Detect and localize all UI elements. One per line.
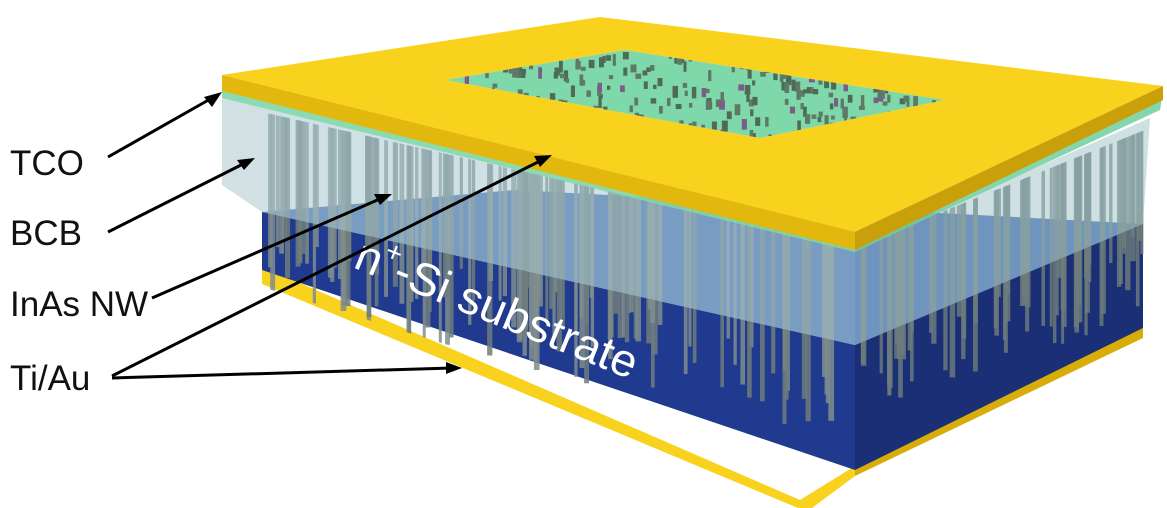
arrow-tco: [107, 96, 213, 159]
arrow-tiau-bottom: [111, 366, 453, 380]
label-inas-nw: InAs NW: [10, 285, 149, 324]
label-ti-au: Ti/Au: [10, 359, 91, 398]
arrow-heads: [204, 92, 552, 374]
arrow-inas: [151, 196, 383, 300]
ti-au-bottom-layer: [262, 270, 1143, 508]
label-tco: TCO: [10, 144, 84, 183]
arrow-bcb: [107, 161, 246, 234]
pointer-arrows: [107, 96, 543, 380]
bcb-layer: [222, 82, 1150, 345]
label-bcb: BCB: [10, 214, 82, 253]
arrow-tiau-top: [111, 158, 543, 378]
